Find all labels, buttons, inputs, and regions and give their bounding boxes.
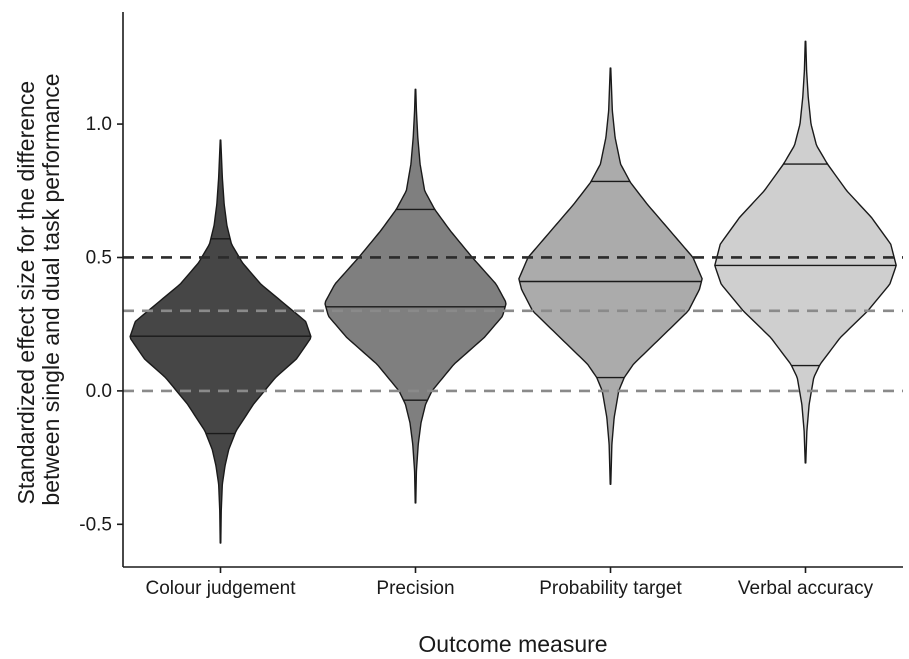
violin-probability-target <box>518 67 703 485</box>
y-tick-label: 0.5 <box>86 247 112 268</box>
y-tick-label: 1.0 <box>86 114 112 135</box>
y-axis-title-line-1: Standardized effect size for the differe… <box>13 81 39 505</box>
x-tick-label: Precision <box>376 578 454 599</box>
x-ticks: Colour judgement Precision Probability tar… <box>146 567 874 599</box>
violin-verbal-accuracy <box>714 40 897 464</box>
y-tick-label: -0.5 <box>79 514 112 535</box>
x-tick-label: Verbal accuracy <box>738 578 874 599</box>
y-axis-title: Standardized effect size for the differe… <box>13 73 64 505</box>
violin-colour-judgement <box>129 139 312 544</box>
x-axis-title: Outcome measure <box>418 631 607 657</box>
violins <box>129 40 897 544</box>
y-axis-title-line-2: between single and dual task performance <box>38 73 64 505</box>
violin-precision <box>324 88 507 504</box>
x-tick-label: Probability target <box>539 578 682 599</box>
reference-lines <box>123 256 903 393</box>
axes <box>122 12 903 568</box>
y-ticks: -0.5 0.0 0.5 1.0 <box>79 114 123 535</box>
y-tick-label: 0.0 <box>86 381 112 402</box>
x-tick-label: Colour judgement <box>146 578 297 599</box>
